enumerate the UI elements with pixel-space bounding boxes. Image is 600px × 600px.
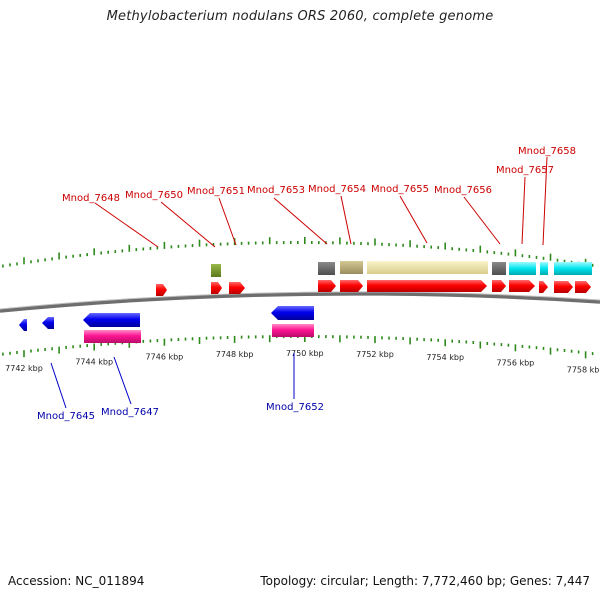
cds-forward-arrow[interactable] (229, 282, 245, 294)
gene-feature-olive[interactable] (211, 264, 221, 277)
scale-tick-labels: 7742 kbp 7744 kbp 7746 kbp 7748 kbp 7750 kbp… (5, 349, 600, 374)
gene-feature-wheat[interactable] (367, 261, 488, 274)
gene-label-mnod-7655[interactable]: Mnod_7655 (371, 184, 429, 195)
reverse-label-leaders (50, 353, 295, 409)
gene-feature-khaki[interactable] (340, 261, 363, 274)
reverse-scale-ticks (2, 335, 594, 359)
forward-scale-ticks (2, 237, 594, 268)
cds-reverse-pink[interactable] (84, 330, 141, 343)
genome-backbone-highlight (0, 291, 600, 310)
genome-summary-text: Topology: circular; Length: 7,772,460 bp… (260, 574, 590, 588)
gene-label-mnod-7657[interactable]: Mnod_7657 (496, 165, 554, 176)
cds-forward-arrow[interactable] (575, 281, 591, 293)
forward-gene-labels: Mnod_7648 Mnod_7650 Mnod_7651 Mnod_7653 … (62, 146, 576, 204)
gene-label-mnod-7654[interactable]: Mnod_7654 (308, 184, 366, 195)
gene-features (19, 261, 592, 343)
gene-label-mnod-7653[interactable]: Mnod_7653 (247, 185, 305, 196)
scale-tick-label: 7746 kbp (146, 353, 184, 362)
cds-forward-arrow[interactable] (318, 280, 336, 292)
cds-forward-arrow[interactable] (492, 280, 506, 292)
genome-backbone (0, 292, 600, 313)
gene-feature-gray[interactable] (492, 262, 506, 275)
cds-reverse-arrow[interactable] (83, 313, 140, 327)
gene-feature-cyan[interactable] (509, 262, 536, 275)
genome-title: Methylobacterium nodulans ORS 2060, comp… (106, 9, 494, 24)
scale-tick-label: 7754 kbp (426, 353, 464, 362)
gene-label-mnod-7648[interactable]: Mnod_7648 (62, 193, 120, 204)
cds-forward-arrow[interactable] (156, 284, 167, 296)
scale-tick-label: 7748 kbp (216, 350, 254, 359)
cds-reverse-arrow[interactable] (19, 319, 27, 331)
scale-tick-label: 7744 kbp (75, 358, 113, 367)
gene-feature-cyan[interactable] (540, 262, 548, 275)
gene-feature-cyan[interactable] (554, 262, 574, 275)
cds-forward-arrow[interactable] (554, 281, 573, 293)
cds-forward-arrow[interactable] (340, 280, 363, 292)
cds-reverse-arrow[interactable] (42, 317, 54, 329)
gene-label-mnod-7645[interactable]: Mnod_7645 (37, 411, 95, 422)
gene-label-mnod-7650[interactable]: Mnod_7650 (125, 190, 183, 201)
cds-forward-arrow[interactable] (367, 280, 487, 292)
scale-tick-label: 7758 kbp (567, 365, 600, 374)
cds-forward-arrow[interactable] (539, 281, 548, 293)
forward-label-leaders (94, 156, 548, 248)
gene-feature-cyan[interactable] (574, 262, 592, 275)
gene-feature-gray[interactable] (318, 262, 335, 275)
cds-reverse-pink[interactable] (272, 324, 314, 337)
scale-tick-label: 7750 kbp (286, 349, 324, 358)
accession-text: Accession: NC_011894 (8, 574, 145, 588)
scale-tick-label: 7756 kbp (497, 358, 535, 367)
gene-label-mnod-7652[interactable]: Mnod_7652 (266, 402, 324, 413)
reverse-gene-labels: Mnod_7645 Mnod_7647 Mnod_7652 (37, 402, 324, 422)
scale-tick-label: 7742 kbp (5, 364, 43, 373)
gene-label-mnod-7656[interactable]: Mnod_7656 (434, 185, 492, 196)
cds-forward-arrow[interactable] (211, 282, 222, 294)
cds-reverse-arrow[interactable] (271, 306, 314, 320)
gene-label-mnod-7647[interactable]: Mnod_7647 (101, 407, 159, 418)
scale-tick-label: 7752 kbp (356, 350, 394, 359)
cds-forward-arrow[interactable] (509, 280, 535, 292)
gene-label-mnod-7651[interactable]: Mnod_7651 (187, 186, 245, 197)
gene-label-mnod-7658[interactable]: Mnod_7658 (518, 146, 576, 157)
